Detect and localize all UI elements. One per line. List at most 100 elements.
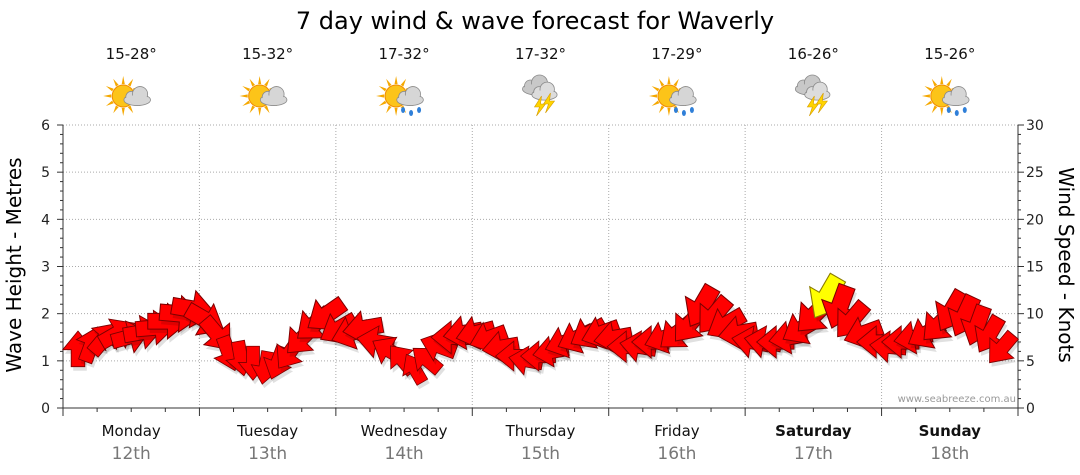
sun-ray: [127, 105, 134, 114]
right-tick-label: 10: [1026, 307, 1044, 323]
sun-ray: [658, 105, 665, 114]
right-tick-label: 25: [1026, 165, 1044, 181]
sun-ray: [113, 105, 119, 114]
rain-drop: [673, 107, 678, 113]
right-tick-label: 30: [1026, 118, 1044, 134]
sun-cloud-rain-icon: [376, 76, 424, 116]
cloud-shape: [669, 86, 697, 106]
cloud-shape: [942, 86, 970, 106]
sun-cloud-icon: [103, 76, 151, 116]
sun-ray: [658, 78, 665, 87]
temperature-range: 15-28°: [106, 45, 157, 63]
day-label: Monday: [102, 422, 161, 440]
sun-ray: [264, 78, 270, 87]
sun-ray: [121, 76, 125, 85]
sun-cloud-icon: [239, 76, 288, 116]
left-axis-title: Wave Height - Metres: [2, 157, 26, 372]
wind-arrow: [989, 329, 1020, 364]
day-label: Saturday: [775, 422, 852, 440]
sun-ray: [258, 76, 262, 85]
sun-ray: [394, 107, 398, 116]
left-tick-label: 2: [41, 307, 50, 323]
rain-drop: [681, 110, 686, 116]
lightning-bolt: [815, 92, 828, 114]
sun-ray: [242, 86, 251, 92]
storm-icon: [522, 74, 558, 117]
day-label: Tuesday: [236, 422, 298, 440]
sun-ray: [667, 107, 671, 116]
date-label: 14th: [385, 444, 424, 464]
day-label: Sunday: [919, 422, 982, 440]
lightning-bolt: [806, 95, 819, 117]
temperature-range: 17-32°: [515, 45, 566, 63]
sun-ray: [121, 107, 125, 116]
sun-ray: [394, 76, 398, 85]
sun-ray: [940, 107, 944, 116]
date-label: 18th: [930, 444, 969, 464]
sun-ray: [931, 105, 938, 114]
sun-ray: [249, 78, 255, 87]
cloud-shape: [259, 86, 288, 106]
day-label: Thursday: [505, 422, 576, 440]
date-label: 17th: [794, 444, 833, 464]
cloud-shape: [396, 86, 424, 106]
wind-arrow: [412, 347, 444, 376]
sun-ray: [242, 100, 251, 106]
temperature-range: 15-26°: [924, 45, 975, 63]
sun-ray: [386, 105, 392, 114]
sun-ray: [921, 94, 930, 98]
cloud-shape: [804, 81, 831, 101]
rain-drop: [409, 110, 414, 116]
rain-drop: [401, 107, 406, 113]
sun-ray: [378, 100, 387, 106]
wave-height-axis: 0 1 2 3 4 5 6: [41, 118, 63, 417]
sun-ray: [924, 86, 933, 92]
credit-text: www.seabreeze.com.au: [898, 394, 1016, 405]
left-tick-label: 0: [41, 401, 50, 417]
rain-drop: [689, 107, 694, 113]
sun-ray: [103, 94, 112, 98]
sun-ray: [113, 78, 119, 87]
temperature-range: 15-32°: [242, 45, 293, 63]
right-tick-label: 0: [1026, 401, 1035, 417]
day-label: Friday: [654, 422, 700, 440]
cloud-shape: [531, 81, 558, 101]
sun-ray: [648, 94, 657, 98]
right-tick-label: 5: [1026, 354, 1035, 370]
sun-ray: [258, 107, 262, 116]
lightning-bolt: [542, 92, 556, 114]
sun-ray: [378, 86, 387, 92]
sun-ray: [264, 105, 270, 114]
left-tick-label: 5: [41, 165, 50, 181]
sun-ray: [946, 78, 952, 87]
cloud-shape: [123, 86, 151, 106]
right-tick-label: 15: [1026, 260, 1044, 276]
wind-arrow-series: [61, 272, 1021, 390]
rain-drop: [946, 107, 951, 113]
temperature-range: 17-29°: [651, 45, 702, 63]
temperature-range: 17-32°: [379, 45, 430, 63]
sun-ray: [127, 78, 134, 87]
sun-ray: [249, 105, 255, 114]
date-label: 16th: [657, 444, 696, 464]
date-label: 12th: [112, 444, 151, 464]
temperature-range: 16-26°: [788, 45, 839, 63]
sun-ray: [386, 78, 392, 87]
rain-drop: [962, 107, 967, 113]
sun-ray: [667, 76, 671, 85]
rain-drop: [417, 107, 422, 113]
sun-cloud-rain-icon: [921, 76, 970, 116]
day-label: Wednesday: [361, 422, 448, 440]
storm-icon: [794, 74, 831, 117]
sun-ray: [931, 78, 938, 87]
wind-speed-axis: 0 5 10 15 20 25 30: [1018, 118, 1044, 417]
sun-ray: [651, 100, 660, 106]
sun-ray: [651, 86, 660, 92]
weather-row: 15-28° 15-32° 17-32° 17-32° 17-29° 16-26° 15-2…: [103, 45, 975, 117]
sun-ray: [940, 76, 944, 85]
left-tick-label: 4: [41, 212, 50, 228]
sun-cloud-rain-icon: [648, 76, 697, 116]
sun-ray: [376, 94, 385, 98]
chart-title: 7 day wind & wave forecast for Waverly: [296, 7, 774, 35]
